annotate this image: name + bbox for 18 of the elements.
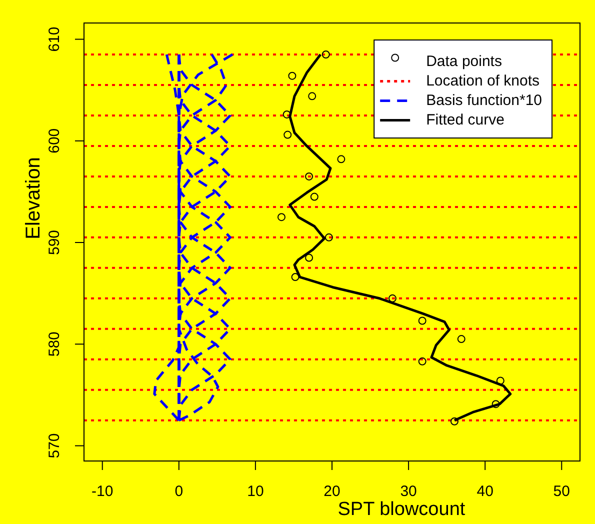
x-tick-label: 40: [476, 483, 494, 500]
x-tick-label: 20: [324, 483, 340, 500]
legend-label: Data points: [426, 52, 502, 70]
legend-label: Basis function*10: [426, 92, 542, 109]
x-tick-label: 30: [400, 483, 417, 500]
x-tick-label: 10: [247, 483, 264, 500]
y-tick-label: 600: [46, 128, 64, 154]
x-axis-title: SPT blowcount: [338, 499, 466, 520]
legend-label: Location of knots: [426, 72, 540, 90]
y-tick-label: 590: [46, 230, 64, 256]
y-axis-title: Elevation: [22, 157, 45, 240]
x-tick-label: 0: [174, 483, 184, 500]
legend-label: Fitted curve: [426, 111, 504, 128]
y-tick-label: 580: [46, 332, 64, 357]
y-tick-label: 570: [46, 433, 64, 458]
x-tick-label: -10: [92, 483, 114, 500]
y-tick-label: 610: [46, 26, 64, 52]
x-tick-label: 50: [553, 483, 570, 500]
